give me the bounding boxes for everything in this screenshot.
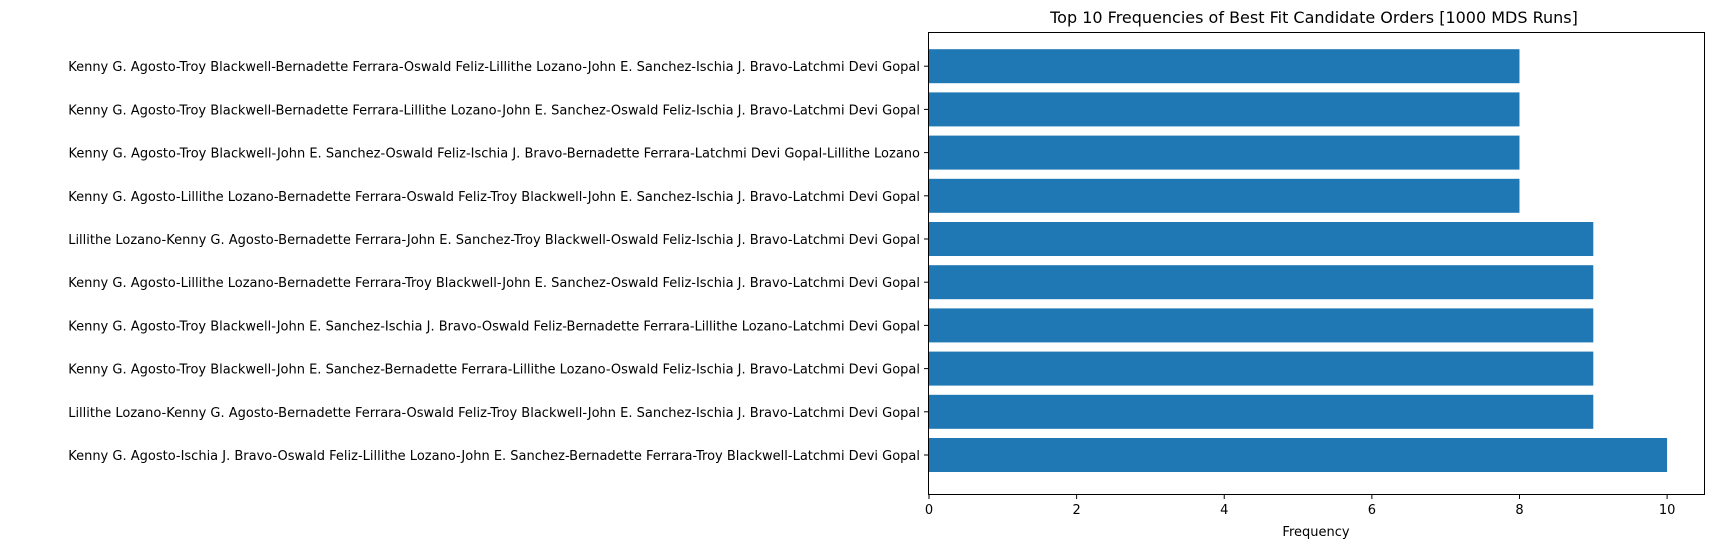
bar-3: [929, 308, 1594, 343]
x-tick-label-4: 8: [1515, 503, 1523, 518]
x-axis-ticks: 0 2 4 6 8 10: [925, 494, 1676, 518]
bar-7: [929, 135, 1520, 170]
category-label-2: Kenny G. Agosto-Troy Blackwell-John E. S…: [68, 363, 920, 378]
bar-6: [929, 178, 1520, 213]
category-label-1: Lillithe Lozano-Kenny G. Agosto-Bernadet…: [68, 406, 920, 421]
bar-2: [929, 351, 1594, 386]
category-label-9: Kenny G. Agosto-Troy Blackwell-Bernadett…: [68, 60, 920, 75]
x-axis-label: Frequency: [1282, 525, 1349, 540]
category-labels: Kenny G. Agosto-Ischia J. Bravo-Oswald F…: [68, 60, 929, 464]
x-tick-label-1: 2: [1072, 503, 1080, 518]
bar-9: [929, 49, 1520, 84]
bar-5: [929, 222, 1594, 256]
category-label-7: Kenny G. Agosto-Troy Blackwell-John E. S…: [68, 147, 920, 162]
x-tick-label-0: 0: [925, 503, 933, 518]
x-tick-label-3: 6: [1368, 503, 1376, 518]
bar-0: [929, 438, 1668, 472]
plot-frame: [928, 32, 1705, 495]
category-label-4: Kenny G. Agosto-Lillithe Lozano-Bernadet…: [68, 276, 920, 291]
chart-title: Top 10 Frequencies of Best Fit Candidate…: [1049, 8, 1578, 27]
bar-4: [929, 265, 1594, 300]
bar-8: [929, 92, 1520, 127]
category-label-8: Kenny G. Agosto-Troy Blackwell-Bernadett…: [68, 103, 920, 118]
x-tick-label-2: 4: [1220, 503, 1228, 518]
bars-group: [929, 49, 1668, 472]
category-label-0: Kenny G. Agosto-Ischia J. Bravo-Oswald F…: [68, 449, 920, 464]
bar-1: [929, 394, 1594, 429]
category-label-6: Kenny G. Agosto-Lillithe Lozano-Bernadet…: [68, 190, 920, 205]
category-label-5: Lillithe Lozano-Kenny G. Agosto-Bernadet…: [68, 233, 920, 248]
category-label-3: Kenny G. Agosto-Troy Blackwell-John E. S…: [68, 319, 920, 334]
x-tick-label-5: 10: [1659, 503, 1676, 518]
